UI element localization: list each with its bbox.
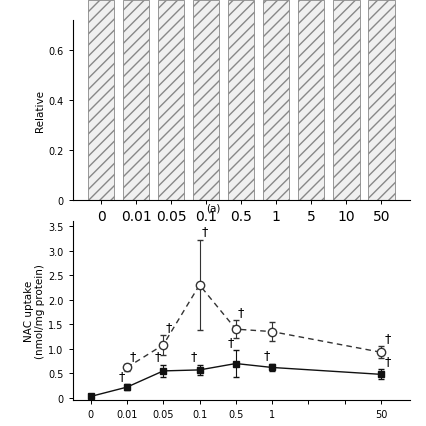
Text: †: † [384,354,390,367]
Bar [123,1,149,200]
Text: †: † [263,348,269,361]
Bar [262,1,289,200]
Bar [227,1,254,200]
Text: †: † [190,350,197,363]
Text: †: † [384,331,390,344]
Text: †: † [129,349,135,362]
Bar [297,1,324,200]
Bar [88,1,114,200]
Bar [368,1,394,200]
Text: (a): (a) [206,203,220,213]
Text: †: † [201,225,208,238]
Bar [193,1,219,200]
Text: †: † [238,305,244,318]
Text: †: † [154,349,161,362]
Text: †: † [118,369,124,382]
Y-axis label: NAC uptake
(nmol/mg protein): NAC uptake (nmol/mg protein) [23,264,45,358]
Bar [158,1,184,200]
Y-axis label: Relative: Relative [35,90,45,132]
Bar [332,1,359,200]
X-axis label: (NAC  (mM)): (NAC (mM)) [209,229,273,239]
Text: †: † [227,335,233,348]
Text: †: † [165,320,172,333]
